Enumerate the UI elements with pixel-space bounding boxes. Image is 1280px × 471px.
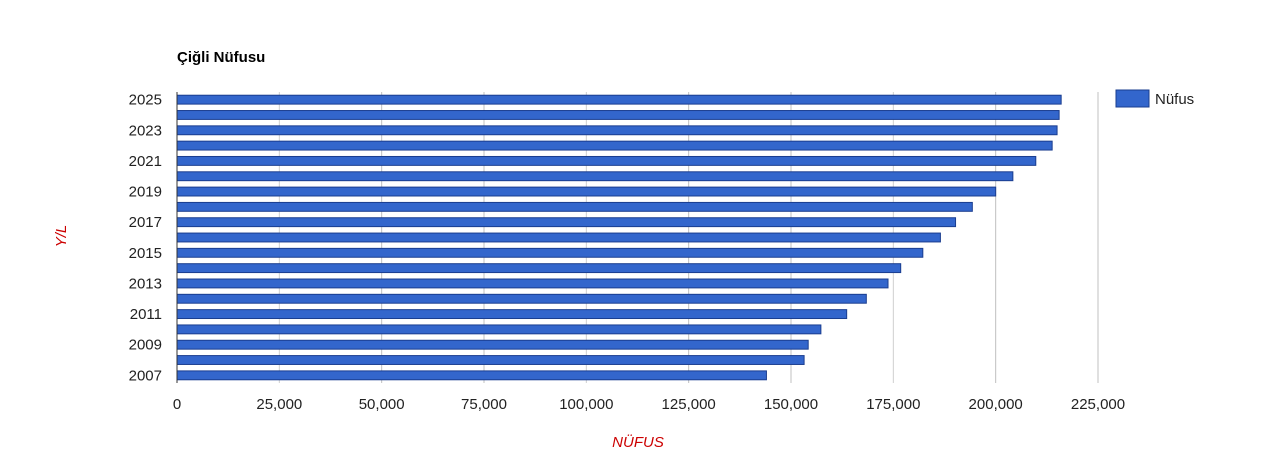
- y-tick-label: 2013: [129, 275, 162, 292]
- y-tick-label: 2007: [129, 367, 162, 384]
- x-tick-labels: 0 25,000 50,000 75,000 100,000 125,000 150,000…: [173, 396, 1125, 413]
- y-axis-title: Y/L: [53, 225, 70, 248]
- x-tick-label: 175,000: [866, 396, 920, 413]
- bar-2017: [176, 217, 957, 228]
- y-tick-label: 2017: [129, 214, 162, 231]
- bar-2009: [176, 339, 809, 350]
- y-tick-label: 2025: [129, 92, 162, 109]
- bar-2010: [176, 324, 822, 335]
- bar-2024: [176, 110, 1060, 120]
- x-tick-label: 25,000: [256, 396, 302, 413]
- x-tick-label: 50,000: [359, 396, 405, 413]
- y-tick-label: 2021: [129, 153, 162, 170]
- bar-2015: [176, 247, 924, 258]
- x-tick-label: 125,000: [662, 396, 716, 413]
- bar-2007: [176, 370, 767, 381]
- x-tick-label: 225,000: [1071, 396, 1125, 413]
- bar-2020: [176, 171, 1014, 182]
- bar-2018: [176, 201, 973, 212]
- x-axis-title: NÜFUS: [612, 433, 664, 451]
- x-tick-label: 150,000: [764, 396, 818, 413]
- bar-2016: [176, 232, 941, 243]
- bar-2023: [176, 125, 1058, 136]
- y-tick-label: 2015: [129, 245, 162, 262]
- y-tick-label: 2009: [129, 337, 162, 354]
- bar-2014: [176, 263, 902, 274]
- x-tick-label: 75,000: [461, 396, 507, 413]
- x-tick-label: 200,000: [969, 396, 1023, 413]
- y-tick-label: 2019: [129, 184, 162, 201]
- legend-label: Nüfus: [1155, 91, 1194, 108]
- y-tick-label: 2023: [129, 122, 162, 139]
- bar-2019: [176, 186, 997, 197]
- bar-2021: [176, 155, 1037, 166]
- bar-2013: [176, 278, 889, 289]
- bar-2012: [176, 293, 867, 304]
- bar-2022: [176, 140, 1053, 151]
- chart-title: Çiğli Nüfusu: [177, 49, 265, 66]
- y-tick-label: 2011: [130, 306, 162, 323]
- y-tick-labels: 2025 2023 2021 2019 2017 2015 2013 2011 2009 2007: [129, 92, 162, 385]
- bars: [176, 94, 1062, 381]
- legend-swatch: [1115, 89, 1150, 108]
- x-tick-label: 0: [173, 396, 181, 413]
- bar-2011: [176, 309, 848, 320]
- x-tick-label: 100,000: [559, 396, 613, 413]
- bar-2025: [176, 94, 1062, 105]
- bar-2008: [176, 355, 805, 365]
- legend: Nüfus: [1115, 89, 1194, 108]
